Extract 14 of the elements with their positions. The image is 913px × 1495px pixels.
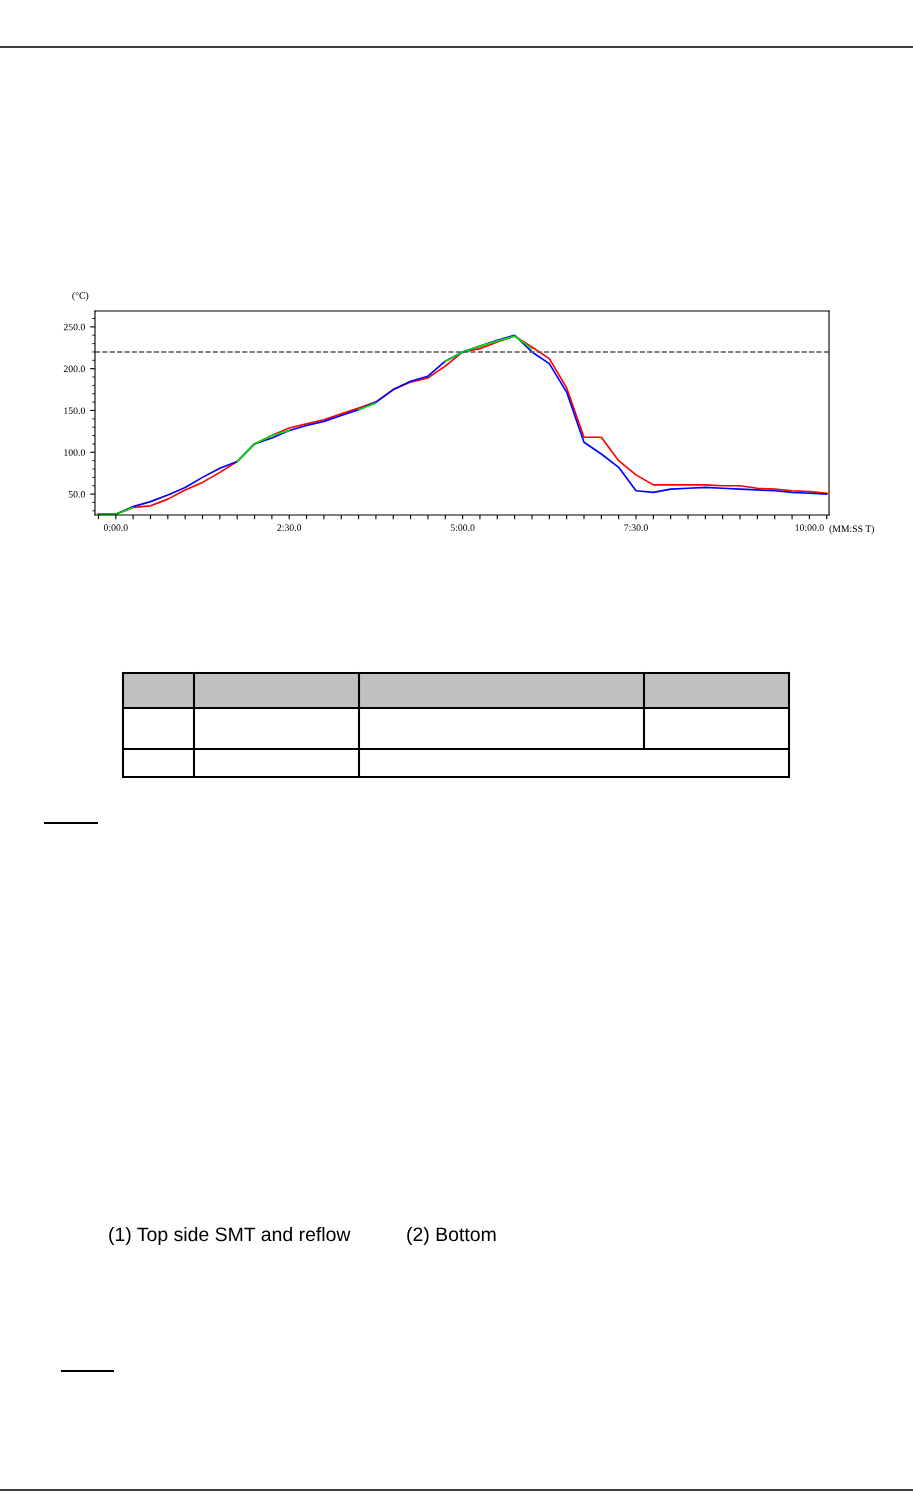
y-tick-label: 50.0 [68, 491, 85, 498]
y-tick-label: 250.0 [63, 323, 85, 331]
x-axis-title: (MM:SS T) [829, 525, 875, 535]
y-tick-label: 100.0 [64, 449, 85, 456]
x-tick-label: 2:30.0 [277, 524, 302, 531]
y-axis-title: (°C) [72, 292, 89, 301]
text: (1) Top side SMT and reflow [109, 1226, 351, 1246]
x-tick-label: 0:00.0 [103, 524, 128, 531]
text: (2) Bottom [407, 1226, 496, 1246]
x-tick-label: 5:00.0 [450, 524, 475, 531]
x-tick-label: 7:30.0 [624, 524, 648, 531]
y-tick-label: 150.0 [64, 407, 85, 414]
x-tick-label: 10:00.0 [795, 524, 824, 531]
y-tick-label: 200.0 [63, 365, 85, 373]
